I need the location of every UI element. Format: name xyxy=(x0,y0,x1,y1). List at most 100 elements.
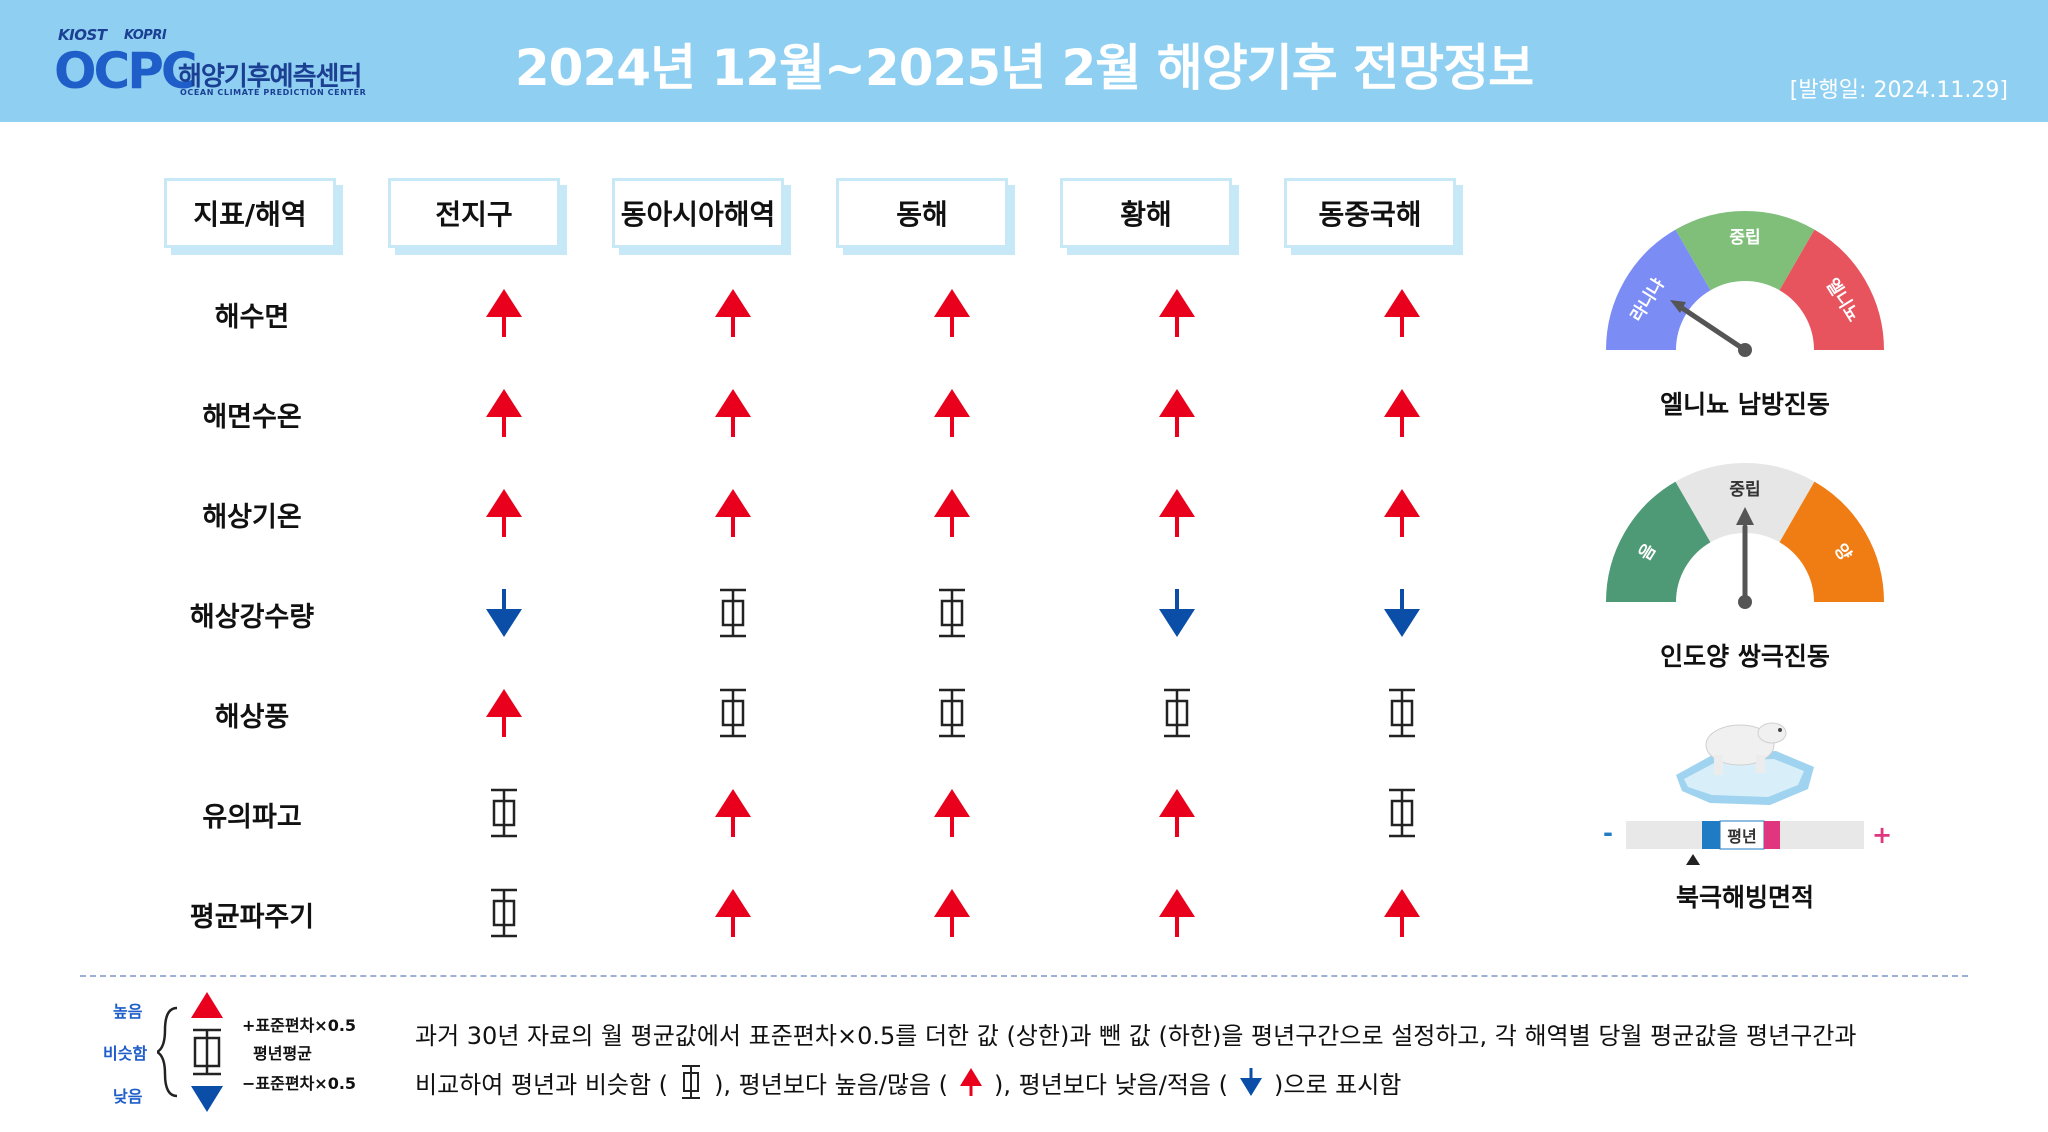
cell-global-row3-up-arrow-icon xyxy=(474,483,534,543)
enso-label-neutral: 중립 xyxy=(1729,228,1760,248)
cell-yellow-sea-row1-up-arrow-icon xyxy=(1147,283,1207,343)
legend-low: 낮음 xyxy=(113,1087,143,1106)
sea-ice-indicator: - 평년 + xyxy=(1603,722,1890,865)
cell-east-china-sea-row7-up-arrow-icon xyxy=(1372,883,1432,943)
cell-global-row2-up-arrow-icon xyxy=(474,383,534,443)
row-label-sea-level: 해수면 xyxy=(214,302,290,333)
cell-east-china-sea-row1-up-arrow-icon xyxy=(1372,283,1432,343)
cell-global-row4-down-arrow-icon xyxy=(474,583,534,643)
enso-needle-tip xyxy=(1670,300,1686,313)
cell-east-china-sea-row4-down-arrow-icon xyxy=(1372,583,1432,643)
cell-yellow-sea-row7-up-arrow-icon xyxy=(1147,883,1207,943)
iod-gauge: 음 중립 양 xyxy=(1606,463,1884,609)
sea-ice-normal-range xyxy=(1719,820,1765,850)
legend-key: 높음 비슷함 낮음 +표준편차×0.5 평년평균 −표준편차×0.5 xyxy=(95,990,395,1115)
cell-yellow-sea-row3-up-arrow-icon xyxy=(1147,483,1207,543)
cell-yellow-sea-row6-up-arrow-icon xyxy=(1147,783,1207,843)
cell-east-asia-row1-up-arrow-icon xyxy=(703,283,763,343)
cell-east-asia-row6-up-arrow-icon xyxy=(703,783,763,843)
legend-high: 높음 xyxy=(113,1002,143,1021)
legend-upper-bound: +표준편차×0.5 xyxy=(242,1016,357,1035)
page-title: 2024년 12월~2025년 2월 해양기후 전망정보 xyxy=(514,39,1534,97)
legend-brace-icon xyxy=(157,1006,178,1098)
row-label-wind: 해상풍 xyxy=(214,702,290,733)
enso-gauge: 라니냐 중립 엘니뇨 xyxy=(1606,211,1884,357)
enso-gauge-segment-neutral xyxy=(1675,211,1815,291)
logo-english-name: OCEAN CLIMATE PREDICTION CENTER xyxy=(180,88,367,97)
legend-down-arrow-icon xyxy=(191,1086,223,1112)
polar-bear-icon xyxy=(1676,722,1814,805)
cell-yellow-sea-row2-up-arrow-icon xyxy=(1147,383,1207,443)
cell-east-asia-row3-up-arrow-icon xyxy=(703,483,763,543)
cell-yellow-sea-row5-normal-range-icon xyxy=(1147,683,1207,743)
cell-east-asia-row4-normal-range-icon xyxy=(703,583,763,643)
legend-symbol xyxy=(157,992,223,1112)
row-label-wave-period: 평균파주기 xyxy=(189,902,315,933)
logo-kopri: KOPRI xyxy=(124,28,167,43)
cell-east-china-sea-row2-up-arrow-icon xyxy=(1372,383,1432,443)
legend-text-lower: ), 평년보다 낮음/적음 ( xyxy=(994,1070,1228,1099)
legend-up-arrow-icon xyxy=(191,992,223,1018)
cell-east-asia-row5-normal-range-icon xyxy=(703,683,763,743)
iod-title: 인도양 쌍극진동 xyxy=(1660,642,1830,671)
cell-east-sea-row7-up-arrow-icon xyxy=(922,883,982,943)
cell-yellow-sea-row4-down-arrow-icon xyxy=(1147,583,1207,643)
sea-ice-title: 북극해빙면적 xyxy=(1675,883,1814,912)
header-bar: KIOST KOPRI OCPC 해양기후예측센터 OCEAN CLIMATE … xyxy=(0,0,2048,122)
legend-text-higher: ), 평년보다 높음/많음 ( xyxy=(714,1070,949,1099)
legend-description-line1: 과거 30년 자료의 월 평균값에서 표준편차×0.5를 더한 값 (상한)과 … xyxy=(415,1022,1857,1050)
cell-east-china-sea-row3-up-arrow-icon xyxy=(1372,483,1432,543)
legend-text-similar: 비교하여 평년과 비슷함 ( xyxy=(415,1070,669,1099)
legend-divider xyxy=(80,975,1968,977)
column-header-east-asia: 동아시아해역 xyxy=(612,178,784,248)
sea-ice-plus-sign: + xyxy=(1872,821,1890,849)
inline-up-arrow-icon xyxy=(960,1068,983,1096)
iod-label-neutral: 중립 xyxy=(1729,480,1760,500)
column-header-global: 전지구 xyxy=(388,178,560,248)
iod-gauge-segment-neutral xyxy=(1675,463,1815,543)
sea-ice-marker xyxy=(1686,854,1700,865)
ocpc-logo[interactable]: KIOST KOPRI OCPC 해양기후예측센터 OCEAN CLIMATE … xyxy=(54,26,384,102)
cell-global-row5-up-arrow-icon xyxy=(474,683,534,743)
column-header-yellow-sea: 황해 xyxy=(1060,178,1232,248)
cell-east-sea-row4-normal-range-icon xyxy=(922,583,982,643)
cell-east-china-sea-row5-normal-range-icon xyxy=(1372,683,1432,743)
row-label-wave-height: 유의파고 xyxy=(202,802,302,833)
cell-global-row6-normal-range-icon xyxy=(474,783,534,843)
publish-date: [발행일: 2024.11.29] xyxy=(1789,78,2008,103)
cell-east-china-sea-row6-normal-range-icon xyxy=(1372,783,1432,843)
legend-description-line2: 비교하여 평년과 비슷함 ( ), 평년보다 높음/많음 ( ), 평년보다 낮… xyxy=(415,1062,1401,1102)
iod-needle-pivot xyxy=(1738,595,1752,609)
sea-ice-normal-label: 평년 xyxy=(1727,827,1756,846)
column-header-east-china-sea: 동중국해 xyxy=(1284,178,1456,248)
iod-gauge-segment-negative xyxy=(1606,481,1712,604)
enso-title: 엘니뇨 남방진동 xyxy=(1660,390,1830,419)
enso-needle xyxy=(1679,305,1748,353)
row-label-precipitation: 해상강수량 xyxy=(189,602,315,633)
legend-text-end: )으로 표시함 xyxy=(1274,1070,1402,1099)
cell-east-sea-row6-up-arrow-icon xyxy=(922,783,982,843)
row-label-air-temp: 해상기온 xyxy=(202,502,302,533)
enso-gauge-segment-lanina xyxy=(1606,229,1712,352)
column-header-indicator: 지표/해역 xyxy=(164,178,336,248)
sea-ice-minus-sign: - xyxy=(1603,819,1613,847)
cell-east-sea-row2-up-arrow-icon xyxy=(922,383,982,443)
cell-east-sea-row1-up-arrow-icon xyxy=(922,283,982,343)
sea-ice-normal-range-left xyxy=(1702,821,1720,849)
iod-needle-tip xyxy=(1736,507,1754,525)
cell-east-sea-row5-normal-range-icon xyxy=(922,683,982,743)
cell-east-asia-row2-up-arrow-icon xyxy=(703,383,763,443)
logo-kiost: KIOST xyxy=(58,26,107,44)
sea-ice-normal-range-right xyxy=(1764,821,1780,849)
legend-similar: 비슷함 xyxy=(103,1044,148,1063)
legend-lower-bound: −표준편차×0.5 xyxy=(242,1074,357,1093)
legend-mean: 평년평균 xyxy=(253,1044,312,1063)
inline-normal-icon xyxy=(682,1065,701,1099)
inline-down-arrow-icon xyxy=(1240,1068,1262,1096)
enso-gauge-segment-elnino xyxy=(1778,229,1884,352)
cell-east-sea-row3-up-arrow-icon xyxy=(922,483,982,543)
row-label-sst: 해면수온 xyxy=(202,402,302,433)
enso-needle-pivot xyxy=(1738,343,1752,357)
iod-gauge-segment-positive xyxy=(1778,481,1884,604)
cell-global-row1-up-arrow-icon xyxy=(474,283,534,343)
